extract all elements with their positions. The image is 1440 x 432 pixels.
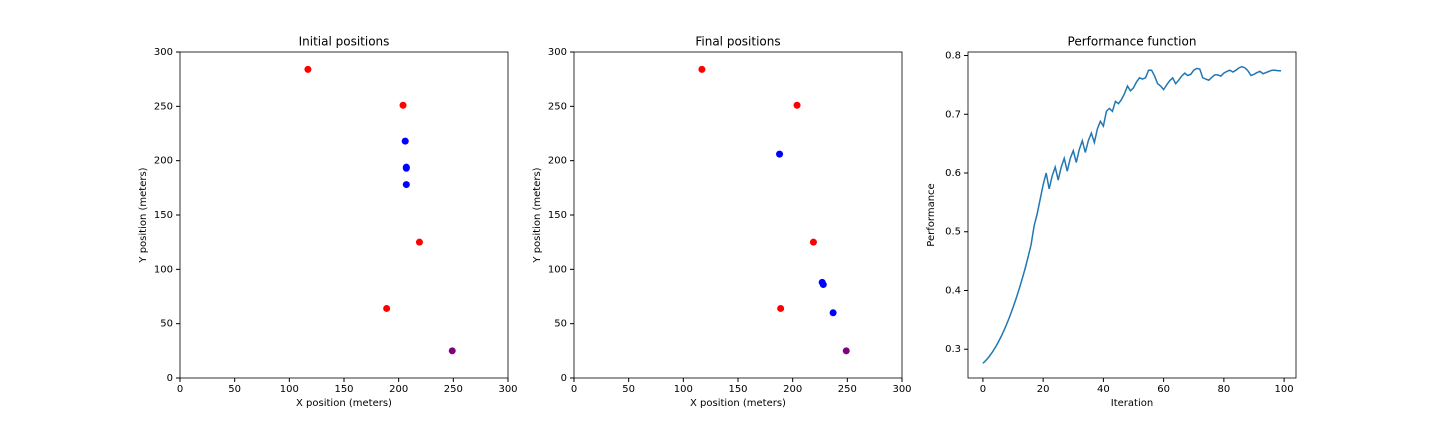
- point: [809, 238, 817, 246]
- y-tick-label: 150: [154, 210, 173, 221]
- point: [829, 309, 837, 317]
- point: [399, 101, 407, 109]
- point: [448, 347, 456, 355]
- x-tick-label: 60: [1157, 384, 1170, 395]
- point: [698, 65, 706, 73]
- y-axis-label: Y position (meters): [532, 167, 543, 263]
- point: [402, 164, 410, 172]
- x-tick-label: 0: [980, 384, 986, 395]
- y-tick-label: 250: [548, 101, 567, 112]
- point: [819, 281, 827, 289]
- y-tick-label: 150: [548, 210, 567, 221]
- x-tick-label: 250: [444, 384, 463, 395]
- axes-frame: [573, 51, 903, 379]
- y-tick-label: 0.4: [945, 285, 961, 296]
- line: [982, 65, 1282, 364]
- x-tick-label: 50: [622, 384, 635, 395]
- chart-title: Performance function: [1068, 35, 1197, 49]
- x-tick-label: 200: [389, 384, 408, 395]
- y-tick-label: 0.7: [945, 109, 961, 120]
- point: [776, 150, 784, 158]
- x-tick-label: 50: [228, 384, 241, 395]
- y-tick-label: 250: [154, 101, 173, 112]
- x-tick-label: 250: [838, 384, 857, 395]
- point: [383, 304, 391, 312]
- x-tick-label: 150: [334, 384, 353, 395]
- y-tick-label: 300: [154, 47, 173, 58]
- chart-title: Final positions: [695, 35, 780, 49]
- axes-frame: [179, 51, 509, 379]
- y-tick-label: 0: [561, 373, 567, 384]
- subplot: Initial positions X position (meters) Y po…: [138, 35, 518, 410]
- x-tick-label: 100: [1275, 384, 1294, 395]
- y-tick-label: 100: [548, 264, 567, 275]
- y-tick-label: 200: [548, 156, 567, 167]
- x-tick-label: 200: [783, 384, 802, 395]
- point: [415, 238, 423, 246]
- y-tick-label: 100: [154, 264, 173, 275]
- chart-title: Initial positions: [299, 35, 390, 49]
- y-tick-label: 0.8: [945, 51, 961, 62]
- x-tick-label: 0: [177, 384, 183, 395]
- x-axis-label: X position (meters): [690, 398, 786, 409]
- x-tick-label: 300: [498, 384, 517, 395]
- y-tick-label: 0.3: [945, 344, 961, 355]
- point: [401, 137, 409, 145]
- x-tick-label: 80: [1217, 384, 1230, 395]
- point: [402, 181, 410, 189]
- y-tick-label: 200: [154, 156, 173, 167]
- subplot: Performance function Iteration Performance…: [926, 35, 1297, 409]
- axes-frame: [967, 51, 1297, 379]
- x-tick-label: 150: [728, 384, 747, 395]
- y-axis-label: Performance: [926, 183, 937, 246]
- x-axis-label: Iteration: [1111, 398, 1153, 409]
- y-tick-label: 300: [548, 47, 567, 58]
- subplot: Final positions X position (meters) Y posi…: [532, 35, 912, 410]
- y-tick-label: 0: [167, 373, 173, 384]
- y-tick-label: 0.6: [945, 168, 961, 179]
- x-tick-label: 40: [1097, 384, 1110, 395]
- x-tick-label: 100: [280, 384, 299, 395]
- x-tick-label: 300: [892, 384, 911, 395]
- y-axis-label: Y position (meters): [138, 167, 149, 263]
- x-tick-label: 0: [571, 384, 577, 395]
- point: [793, 101, 801, 109]
- y-tick-label: 50: [160, 319, 173, 330]
- point: [304, 65, 312, 73]
- y-tick-label: 0.5: [945, 227, 961, 238]
- point: [777, 304, 785, 312]
- x-axis-label: X position (meters): [296, 398, 392, 409]
- x-tick-label: 100: [674, 384, 693, 395]
- point: [842, 347, 850, 355]
- y-tick-label: 50: [554, 319, 567, 330]
- x-tick-label: 20: [1037, 384, 1050, 395]
